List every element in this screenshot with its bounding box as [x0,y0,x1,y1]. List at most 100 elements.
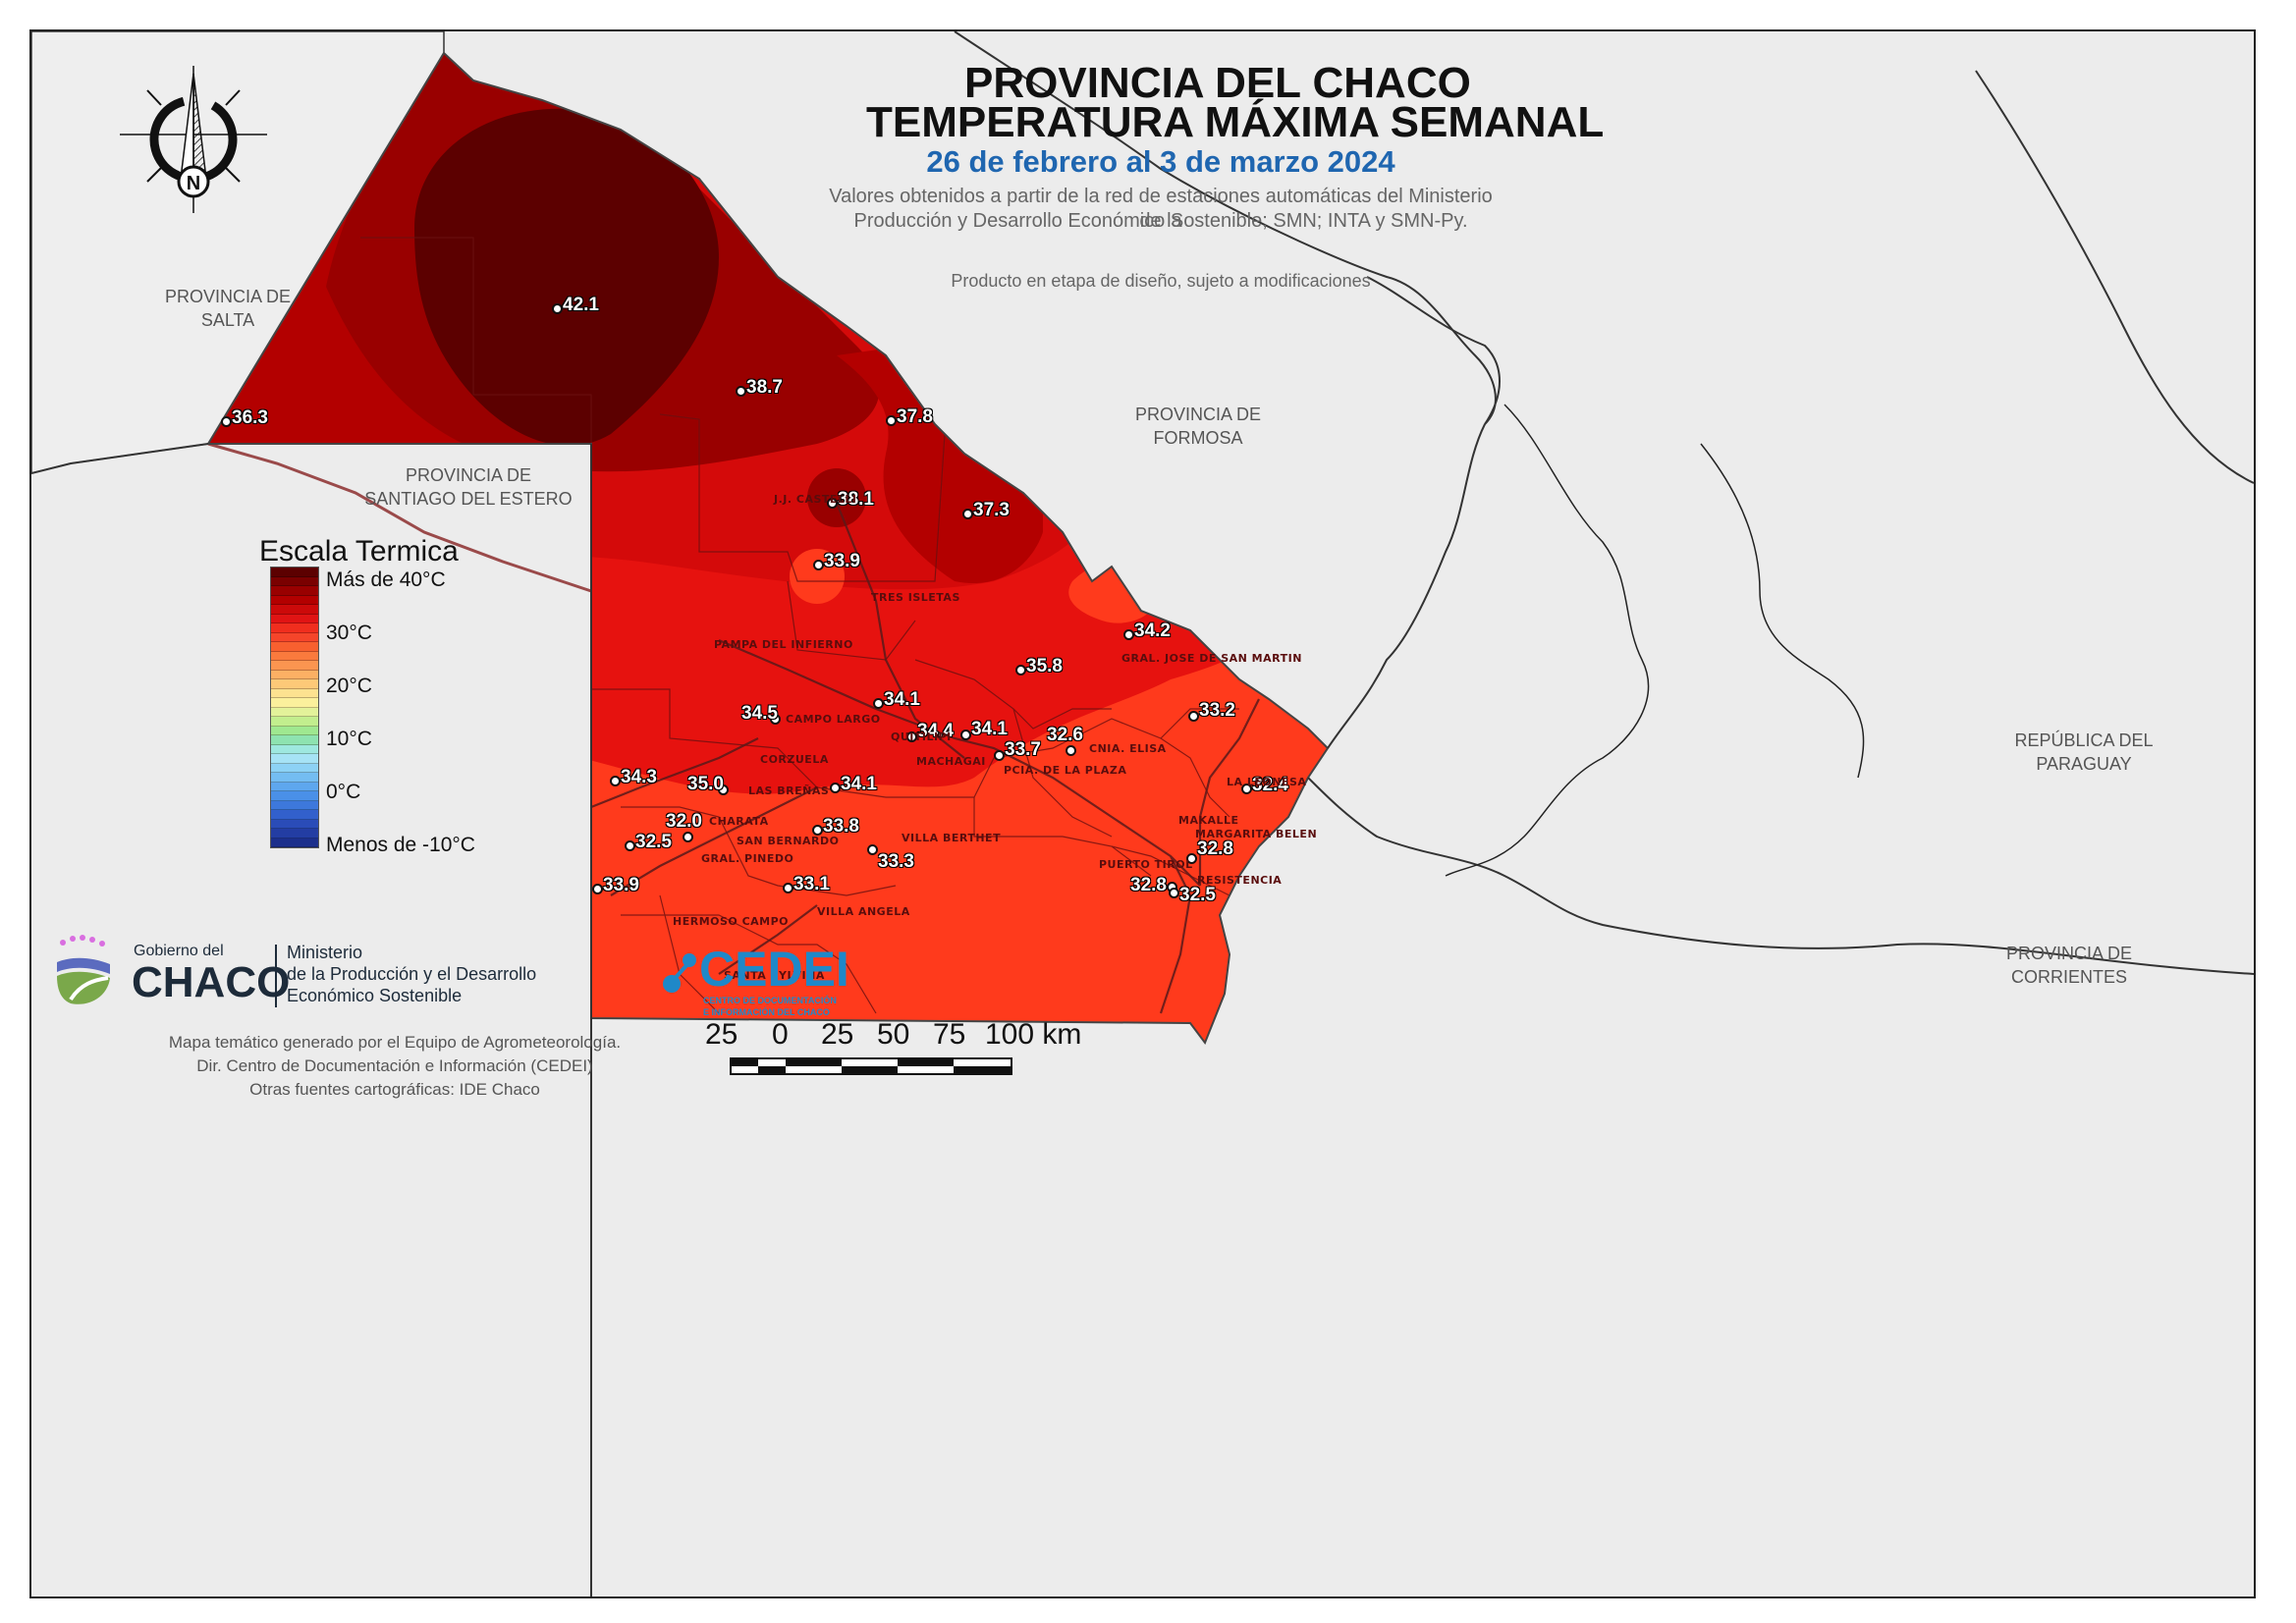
legend-swatch [271,744,318,754]
station-value-label: 34.2 [1134,621,1171,641]
label-santiago: PROVINCIA DE SANTIAGO DEL ESTERO [341,463,596,511]
legend-swatch [271,829,318,839]
source-line2: Producción y Desarrollo Económico Sosten… [853,210,1468,232]
scalebar-label-75: 75 [933,1018,966,1051]
station-marker [867,844,878,855]
station-value-label: 33.3 [878,851,914,872]
label-formosa-l1: PROVINCIA DE [1134,405,1262,424]
station-marker [830,783,841,793]
logo-gobierno-big: CHACO [132,958,291,1006]
legend-swatch [271,595,318,605]
legend-swatch [271,819,318,829]
label-formosa: PROVINCIA DE FORMOSA [1070,403,1326,450]
north-arrow-icon: N [120,66,267,213]
station-value-label: 38.7 [746,377,783,398]
town-label: MACHAGAI [916,755,986,768]
town-label: GRAL. JOSE DE SAN MARTIN [1121,652,1302,665]
label-paraguay: REPÚBLICA DEL PARAGUAY [1956,729,2212,776]
station-marker [1188,711,1199,722]
station-marker [783,883,793,893]
station-value-label: 35.0 [687,774,724,794]
station-marker [812,825,823,836]
legend-swatch [271,614,318,623]
logo-divider [275,945,277,1007]
label-corrientes: PROVINCIA DE CORRIENTES [1941,942,2197,989]
logo-gobierno-chaco: Gobierno del CHACO Ministerio de la Prod… [51,935,536,1023]
legend-swatch [271,707,318,717]
legend-swatch [271,735,318,745]
label-salta-l1: PROVINCIA DE [164,287,292,306]
station-marker [873,698,884,709]
town-label: HERMOSO CAMPO [673,915,790,928]
legend-swatch [271,717,318,727]
station-marker [813,560,824,570]
station-value-label: 34.1 [971,719,1008,739]
station-marker [221,416,232,427]
station-marker [1066,745,1076,756]
legend-label-minus10: Menos de -10°C [326,834,475,856]
station-value-label: 37.3 [973,500,1010,520]
legend-swatch [271,670,318,679]
station-marker [552,303,563,314]
town-label: J.J. CASTELLI [774,493,857,506]
station-value-label: 34.4 [917,721,954,741]
label-corrientes-l1: PROVINCIA DE [2005,944,2133,963]
map-frame: PROVINCIA DEL CHACO TEMPERATURA MÁXIMA S… [29,29,2256,1598]
credit-line1: Mapa temático generado por el Equipo de … [168,1033,622,1052]
scalebar-label-50: 50 [877,1018,910,1051]
town-label: LAS BREÑAS [748,784,830,797]
station-value-label: 32.4 [1252,775,1288,795]
scalebar-bar [730,1057,1012,1075]
town-label: PAMPA DEL INFIERNO [714,638,853,651]
legend-swatch [271,605,318,615]
north-arrow-label: N [187,173,200,194]
legend-swatch [271,726,318,735]
label-santiago-l2: SANTIAGO DEL ESTERO [364,489,573,509]
legend-swatch [271,688,318,698]
station-marker [1015,665,1026,676]
logo-ministerio-l2: de la Producción y el Desarrollo [287,964,537,984]
label-salta-l2: SALTA [200,310,255,330]
town-label: SAN BERNARDO [737,835,840,847]
label-formosa-l2: FORMOSA [1153,428,1243,448]
legend-label-10: 10°C [326,728,372,750]
zone-castelli [807,468,866,527]
legend-swatch [271,773,318,783]
station-value-label: 33.7 [1005,739,1041,760]
station-marker [886,415,897,426]
station-value-label: 32.5 [635,832,672,852]
scalebar-label-25: 25 [821,1018,854,1051]
station-marker [906,731,917,742]
rivers [1445,404,1865,877]
roads [590,502,1260,1014]
legend-swatch [271,651,318,661]
zone-tresisletas [790,549,845,604]
station-marker [1169,888,1179,898]
station-marker [960,730,971,740]
logo-ministerio-l3: Económico Sostenible [287,986,463,1005]
legend-swatch [271,586,318,596]
logo-cedei: CEDEI CENTRO DE DOCUMENTACIÓN E INFORMAC… [660,942,886,1023]
legend-swatch [271,800,318,810]
credit-line3: Otras fuentes cartográficas: IDE Chaco [249,1080,540,1099]
zone-dark [414,108,719,446]
logo-ministerio-l1: Ministerio [287,943,363,962]
credits: Mapa temático generado por el Equipo de … [90,1031,699,1102]
neighbor-borders [31,31,2254,1596]
station-value-label: 33.2 [1199,700,1235,721]
legend-label-0: 0°C [326,781,361,803]
station-value-label: 33.9 [603,875,639,895]
legend-swatch [271,698,318,708]
title-line2: TEMPERATURA MÁXIMA SEMANAL [866,98,1605,146]
station-value-label: 34.1 [841,774,877,794]
town-label: VILLA ANGELA [817,905,910,918]
legend-swatch [271,576,318,586]
station-marker [1241,784,1252,794]
town-label: MARGARITA BELEN [1195,828,1318,840]
chaco-leaf-icon [57,935,110,1004]
logo-gobierno-small: Gobierno del [134,943,224,959]
legend-title: Escala Termica [259,535,459,568]
legend-label-20: 20°C [326,675,372,697]
town-label: TRES ISLETAS [871,591,960,604]
town-label: PCIA. DE LA PLAZA [1004,764,1127,777]
